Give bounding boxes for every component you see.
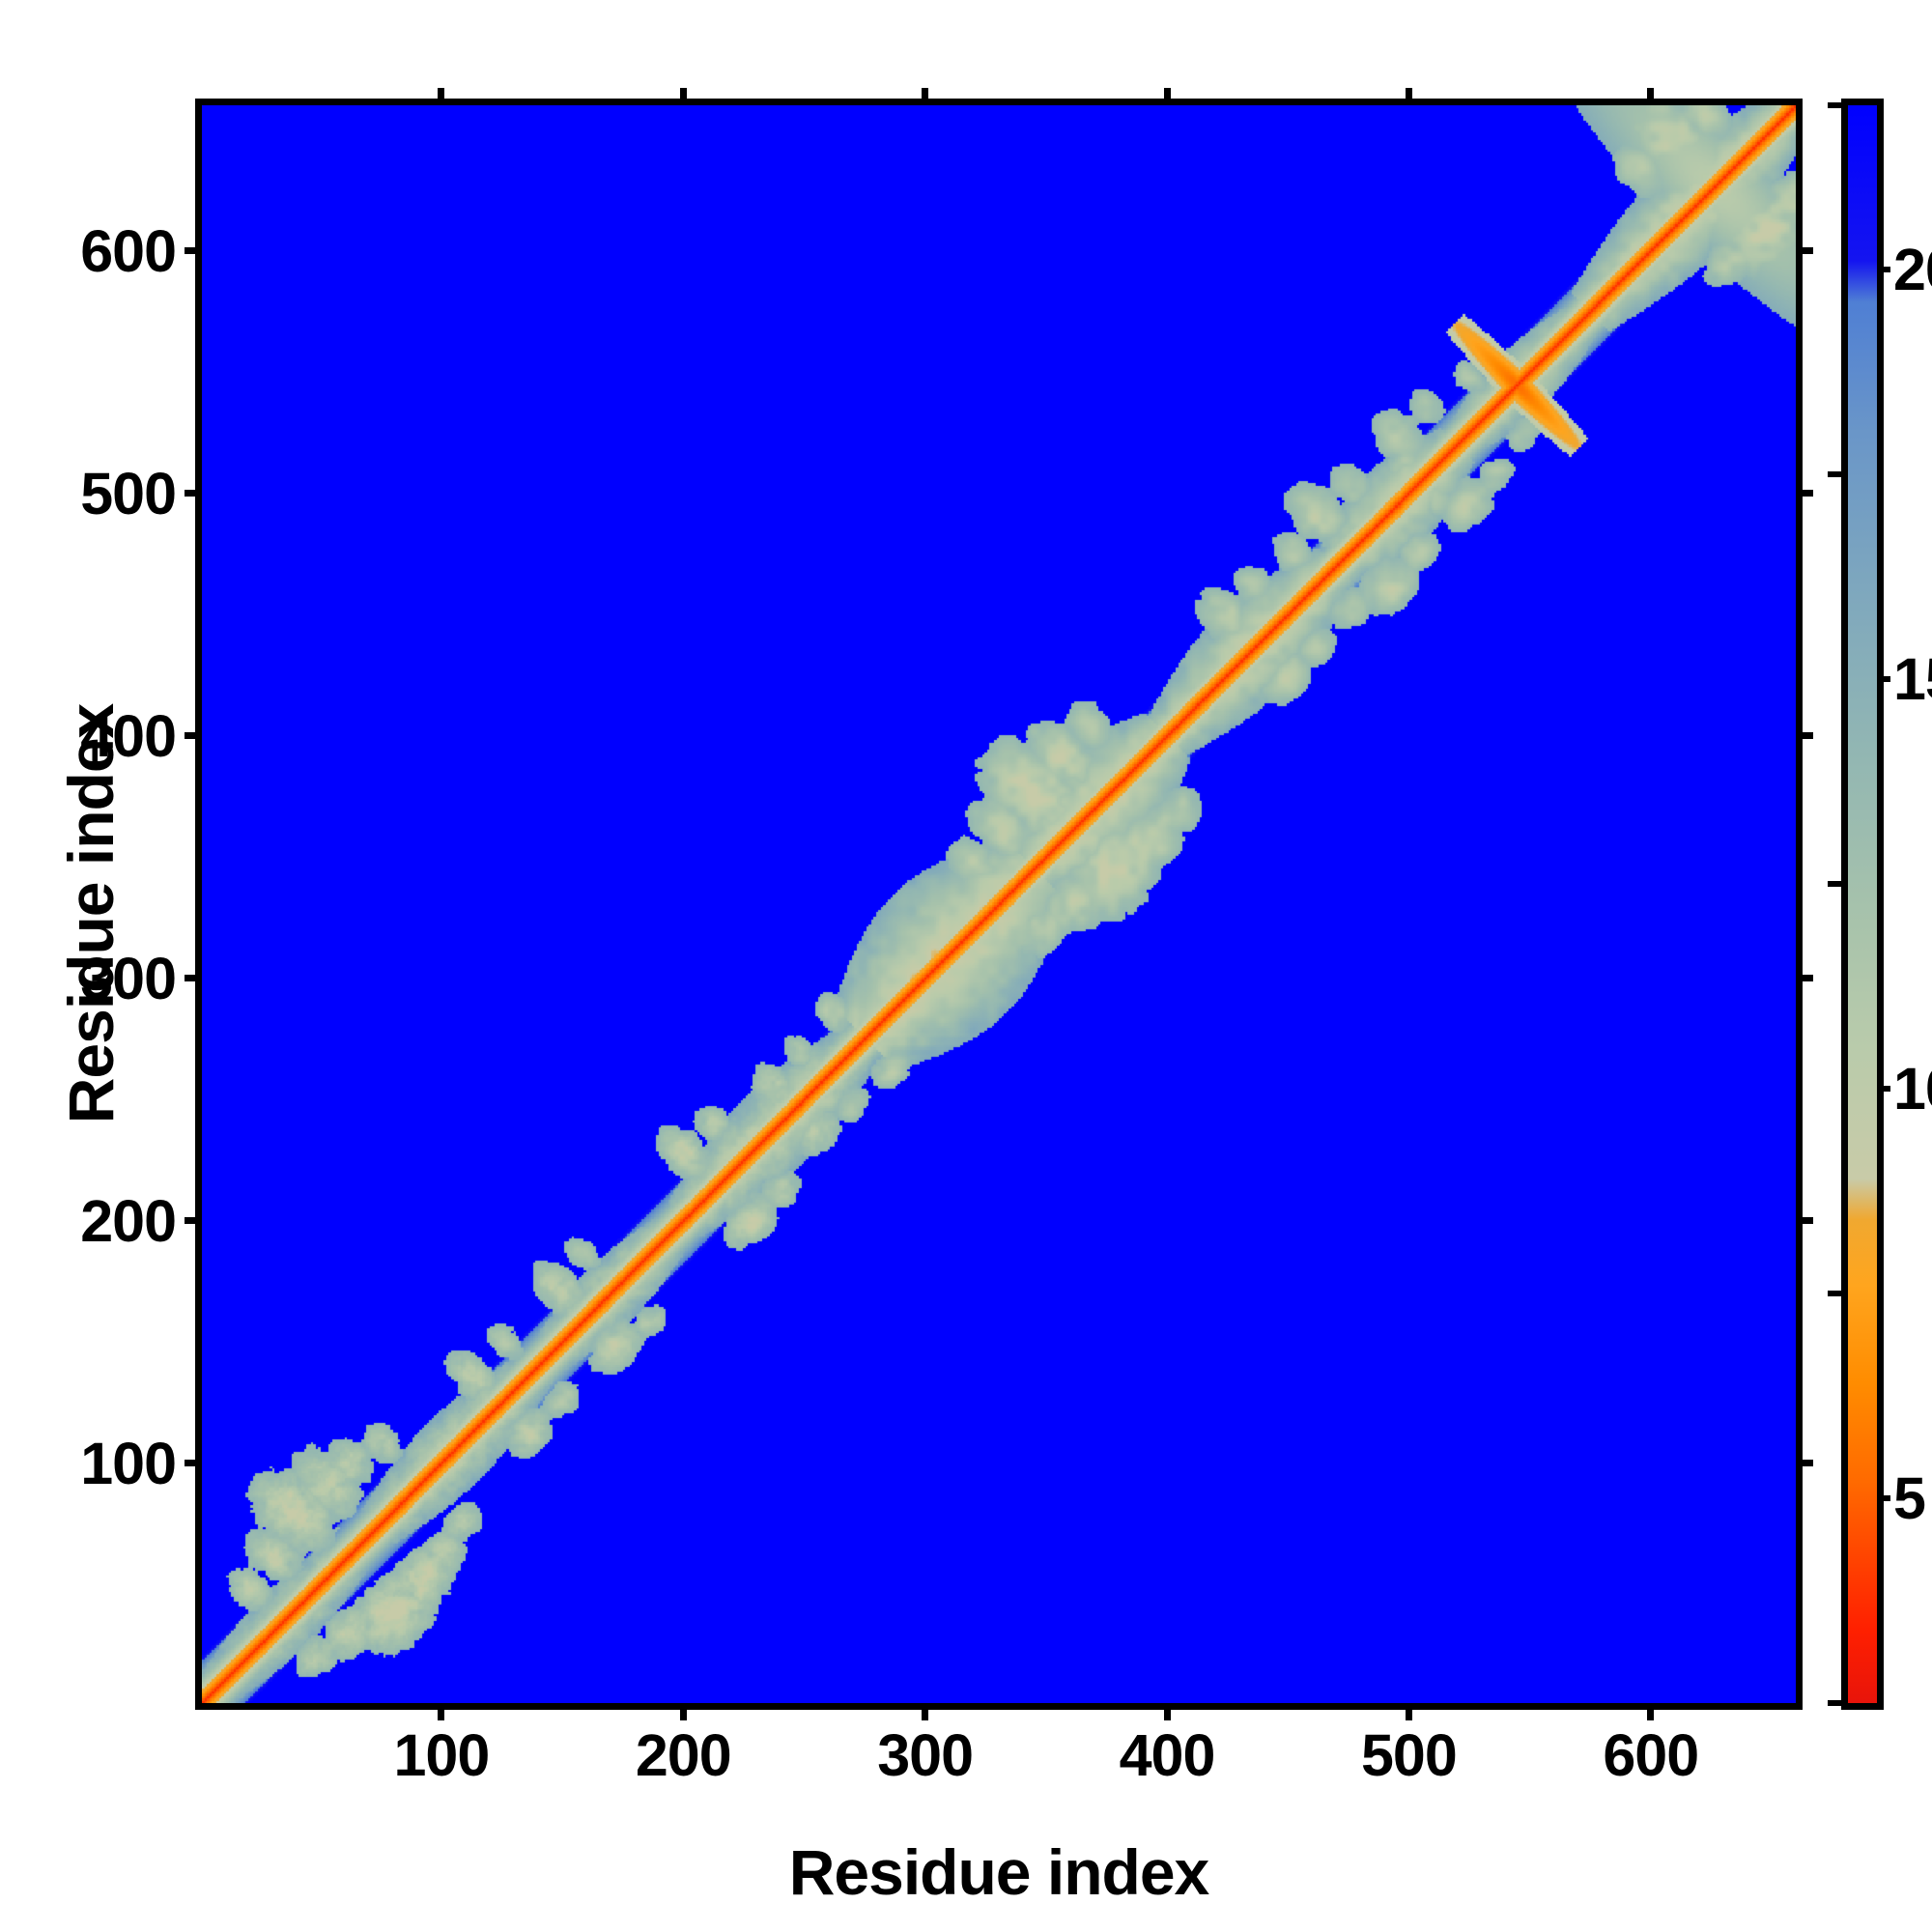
- x-tick-label-200: 200: [635, 1722, 732, 1788]
- y-tick-label-300: 300: [80, 945, 177, 1011]
- colorbar-tick-10: [1877, 1085, 1890, 1092]
- y-tick-600: [185, 247, 202, 255]
- y-tick-500: [185, 490, 202, 497]
- y-axis-title: Residue index: [55, 703, 127, 1124]
- x-tick-500: [1405, 1703, 1412, 1720]
- y-tick-200: [185, 1217, 202, 1225]
- colorbar-tick-label-20: 20: [1893, 236, 1932, 302]
- colorbar-minor-tick-12.5: [1828, 880, 1841, 887]
- colorbar: [1841, 99, 1884, 1710]
- x-tick-100: [438, 1703, 445, 1720]
- x-tick-top-100: [438, 88, 445, 105]
- x-tick-top-200: [679, 88, 687, 105]
- x-tick-top-400: [1163, 88, 1171, 105]
- colorbar-tick-label-15: 15: [1893, 645, 1932, 712]
- colorbar-minor-tick-7.5: [1828, 1290, 1841, 1296]
- colorbar-gradient: [1848, 105, 1877, 1703]
- x-tick-600: [1647, 1703, 1655, 1720]
- colorbar-tick-label-10: 10: [1893, 1055, 1932, 1122]
- colorbar-tick-15: [1877, 675, 1890, 682]
- x-tick-400: [1163, 1703, 1171, 1720]
- y-tick-right-100: [1796, 1460, 1813, 1467]
- y-tick-right-400: [1796, 732, 1813, 740]
- x-tick-top-300: [922, 88, 929, 105]
- colorbar-tick-5: [1877, 1494, 1890, 1501]
- y-tick-label-600: 600: [80, 217, 177, 284]
- y-tick-400: [185, 732, 202, 740]
- y-tick-right-500: [1796, 490, 1813, 497]
- distance-matrix-heatmap: [202, 105, 1796, 1703]
- y-tick-100: [185, 1460, 202, 1467]
- colorbar-tick-20: [1877, 266, 1890, 272]
- y-tick-right-600: [1796, 247, 1813, 255]
- x-tick-top-500: [1405, 88, 1412, 105]
- y-tick-label-400: 400: [80, 702, 177, 769]
- y-tick-label-100: 100: [80, 1430, 177, 1496]
- x-tick-top-600: [1647, 88, 1655, 105]
- y-tick-right-200: [1796, 1217, 1813, 1225]
- y-tick-label-200: 200: [80, 1187, 177, 1254]
- colorbar-minor-tick-22: [1828, 102, 1841, 108]
- y-tick-label-500: 500: [80, 460, 177, 526]
- y-tick-right-300: [1796, 975, 1813, 982]
- x-tick-label-100: 100: [393, 1722, 490, 1788]
- x-tick-label-300: 300: [877, 1722, 974, 1788]
- x-tick-label-500: 500: [1361, 1722, 1458, 1788]
- x-tick-300: [922, 1703, 929, 1720]
- x-tick-label-600: 600: [1603, 1722, 1699, 1788]
- colorbar-minor-tick-2.5: [1828, 1700, 1841, 1706]
- x-tick-200: [679, 1703, 687, 1720]
- x-tick-label-400: 400: [1119, 1722, 1216, 1788]
- colorbar-tick-label-5: 5: [1893, 1464, 1926, 1531]
- y-tick-300: [185, 975, 202, 982]
- heatmap-plot-area: [195, 99, 1803, 1710]
- x-axis-title: Residue index: [788, 1836, 1209, 1908]
- colorbar-minor-tick-17.5: [1828, 470, 1841, 477]
